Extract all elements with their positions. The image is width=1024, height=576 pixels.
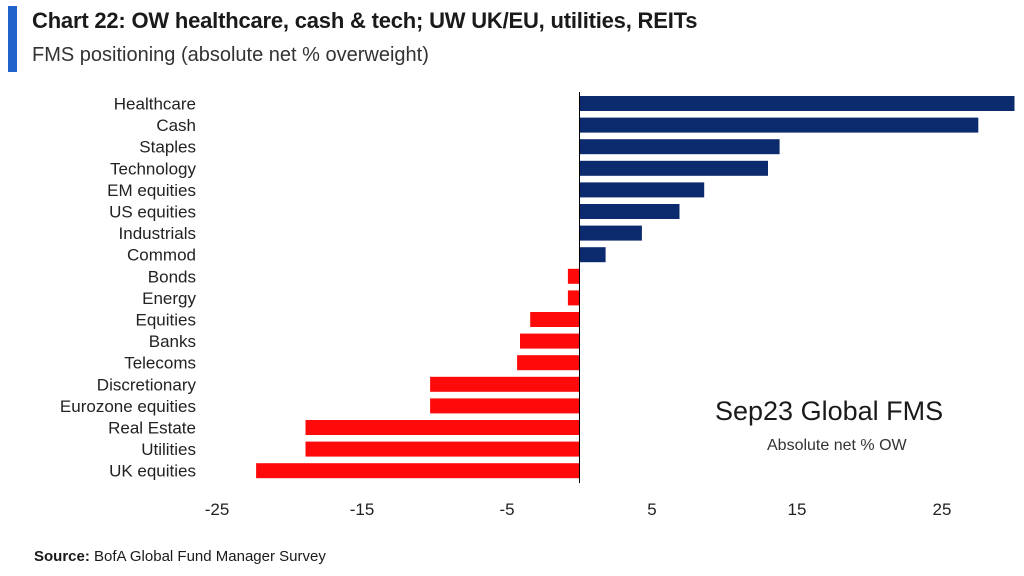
bar-discretionary xyxy=(430,376,580,392)
x-tick-label: 15 xyxy=(788,500,807,519)
category-label: Utilities xyxy=(141,440,196,459)
bar-telecoms xyxy=(517,355,580,371)
annotation-title: Sep23 Global FMS xyxy=(715,396,943,426)
bar-energy xyxy=(567,290,580,306)
bar-equities xyxy=(530,312,580,327)
category-label: Cash xyxy=(156,116,196,135)
category-label: Real Estate xyxy=(108,419,196,438)
bar-healthcare xyxy=(579,96,1015,111)
bar-eurozone-equities xyxy=(430,398,580,414)
category-label: Industrials xyxy=(119,224,196,243)
bar-staples xyxy=(579,139,780,155)
source-note: Source: BofA Global Fund Manager Survey xyxy=(34,548,326,565)
category-label: Commod xyxy=(127,246,196,265)
bar-commod xyxy=(579,247,606,263)
source-text: BofA Global Fund Manager Survey xyxy=(94,548,326,565)
chart-title: Chart 22: OW healthcare, cash & tech; UW… xyxy=(32,8,698,33)
x-tick-label: 25 xyxy=(933,500,952,519)
x-axis-tick-labels: -25 -15 -5 5 15 25 xyxy=(205,500,952,519)
bar-utilities xyxy=(305,441,580,457)
bar-us-equities xyxy=(579,204,680,219)
category-labels: Healthcare Cash Staples Technology EM equiti… xyxy=(60,95,197,481)
category-label: Discretionary xyxy=(97,375,197,394)
bars-group xyxy=(256,96,1015,479)
chart-subtitle: FMS positioning (absolute net % overweig… xyxy=(32,44,429,66)
category-label: Telecoms xyxy=(124,354,196,373)
annotation-subtitle: Absolute net % OW xyxy=(767,437,908,454)
bar-em-equities xyxy=(579,182,705,198)
category-label: Energy xyxy=(142,289,196,308)
bar-real-estate xyxy=(305,420,580,435)
category-label: Eurozone equities xyxy=(60,397,196,416)
category-label: Healthcare xyxy=(114,95,196,114)
bar-banks xyxy=(520,333,580,349)
category-label: Equities xyxy=(136,311,196,330)
category-label: Banks xyxy=(149,332,196,351)
bar-uk-equities xyxy=(256,463,580,479)
bar-bonds xyxy=(567,268,580,284)
bar-industrials xyxy=(579,225,642,241)
x-tick-label: -25 xyxy=(205,500,230,519)
category-label: Bonds xyxy=(148,267,196,286)
category-label: EM equities xyxy=(107,181,196,200)
source-label: Source: xyxy=(34,548,90,565)
x-tick-label: -5 xyxy=(499,500,514,519)
x-tick-label: -15 xyxy=(350,500,375,519)
accent-bar xyxy=(8,6,17,72)
bar-cash xyxy=(579,117,979,133)
x-tick-label: 5 xyxy=(647,500,656,519)
category-label: Technology xyxy=(110,159,197,178)
category-label: UK equities xyxy=(109,462,196,481)
category-label: Staples xyxy=(139,138,196,157)
category-label: US equities xyxy=(109,203,196,222)
bar-technology xyxy=(579,160,768,176)
